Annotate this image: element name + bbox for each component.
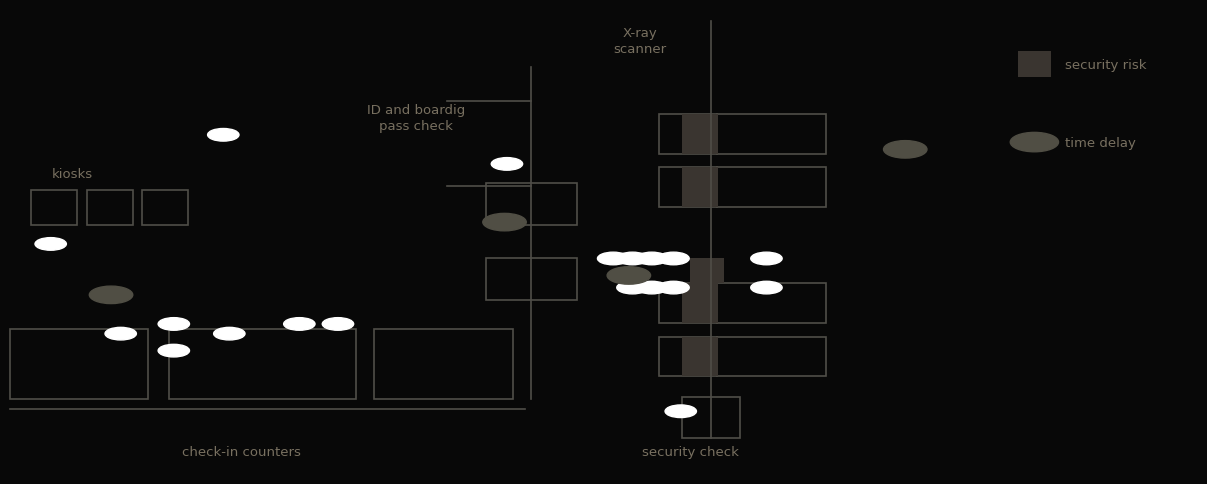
Circle shape — [607, 267, 651, 285]
Circle shape — [636, 253, 667, 265]
Text: check-in counters: check-in counters — [182, 445, 301, 457]
Bar — [1018, 52, 1051, 77]
Circle shape — [658, 253, 689, 265]
Bar — [659, 337, 717, 377]
Bar — [682, 115, 718, 155]
Bar — [682, 167, 718, 207]
Circle shape — [89, 287, 133, 304]
Bar — [682, 284, 718, 323]
Bar — [682, 397, 740, 438]
Bar — [142, 190, 188, 225]
Bar — [31, 190, 77, 225]
Circle shape — [751, 282, 782, 294]
Circle shape — [35, 238, 66, 251]
Text: security check: security check — [642, 445, 739, 457]
Bar — [690, 259, 724, 283]
Bar — [717, 167, 826, 207]
Text: kiosks: kiosks — [52, 168, 93, 181]
Circle shape — [208, 129, 239, 142]
Circle shape — [636, 282, 667, 294]
Circle shape — [322, 318, 354, 331]
Bar — [659, 284, 717, 323]
Circle shape — [105, 328, 136, 340]
Text: security risk: security risk — [1065, 59, 1147, 72]
Circle shape — [658, 282, 689, 294]
Circle shape — [1010, 133, 1059, 152]
Circle shape — [617, 253, 648, 265]
Text: ID and boardig
pass check: ID and boardig pass check — [367, 104, 466, 133]
Bar — [717, 337, 826, 377]
Bar — [659, 115, 717, 155]
Bar — [374, 329, 513, 399]
Circle shape — [483, 214, 526, 231]
Bar — [486, 259, 577, 300]
Circle shape — [597, 253, 629, 265]
Bar — [10, 329, 148, 399]
Bar — [169, 329, 356, 399]
Circle shape — [158, 345, 189, 357]
Bar — [659, 167, 717, 207]
Circle shape — [751, 253, 782, 265]
Bar — [717, 284, 826, 323]
Circle shape — [158, 318, 189, 331]
Circle shape — [491, 158, 523, 171]
Text: time delay: time delay — [1065, 136, 1136, 149]
Text: X-ray
scanner: X-ray scanner — [613, 27, 666, 56]
Circle shape — [884, 141, 927, 159]
Circle shape — [665, 405, 696, 418]
Bar — [87, 190, 133, 225]
Circle shape — [617, 282, 648, 294]
Circle shape — [284, 318, 315, 331]
Bar — [717, 115, 826, 155]
Circle shape — [214, 328, 245, 340]
Bar — [682, 337, 718, 377]
Bar — [486, 184, 577, 225]
